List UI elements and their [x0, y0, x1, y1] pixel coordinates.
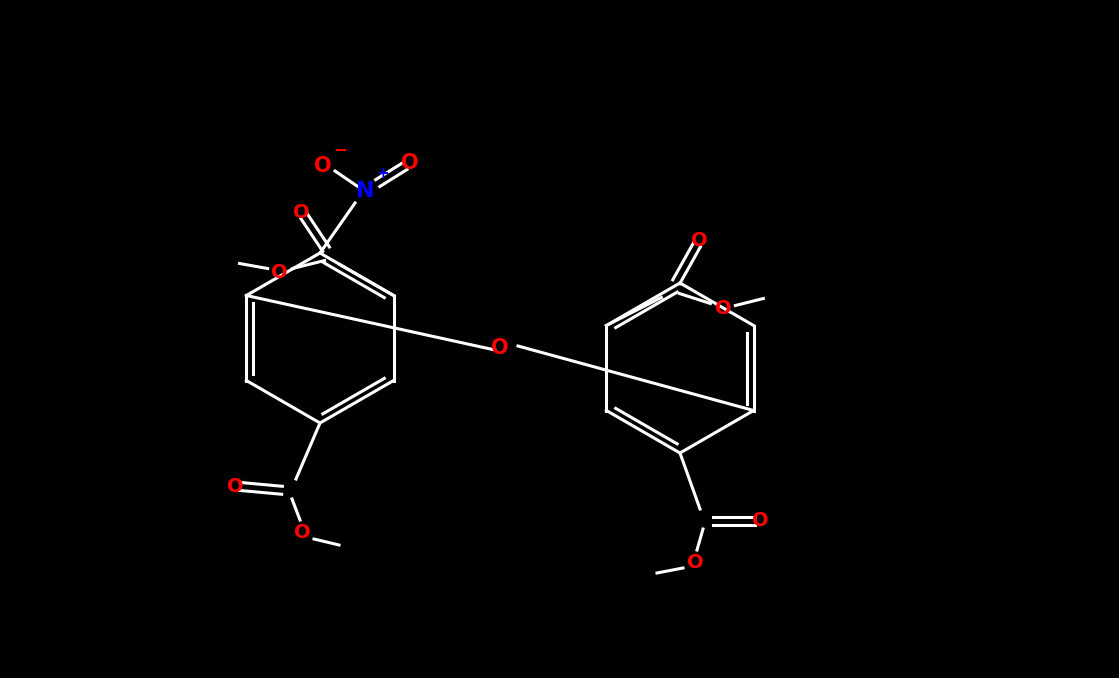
Text: O: O [271, 263, 288, 282]
Text: O: O [293, 523, 310, 542]
Text: N: N [356, 181, 374, 201]
Text: O: O [491, 338, 509, 358]
Text: +: + [377, 165, 389, 180]
Text: −: − [333, 140, 347, 158]
Text: O: O [687, 553, 704, 572]
Text: O: O [402, 153, 419, 173]
Text: O: O [293, 203, 310, 222]
Text: O: O [752, 511, 769, 530]
Text: O: O [692, 231, 707, 250]
Text: O: O [314, 156, 332, 176]
Text: O: O [715, 299, 732, 318]
Text: O: O [227, 477, 243, 496]
